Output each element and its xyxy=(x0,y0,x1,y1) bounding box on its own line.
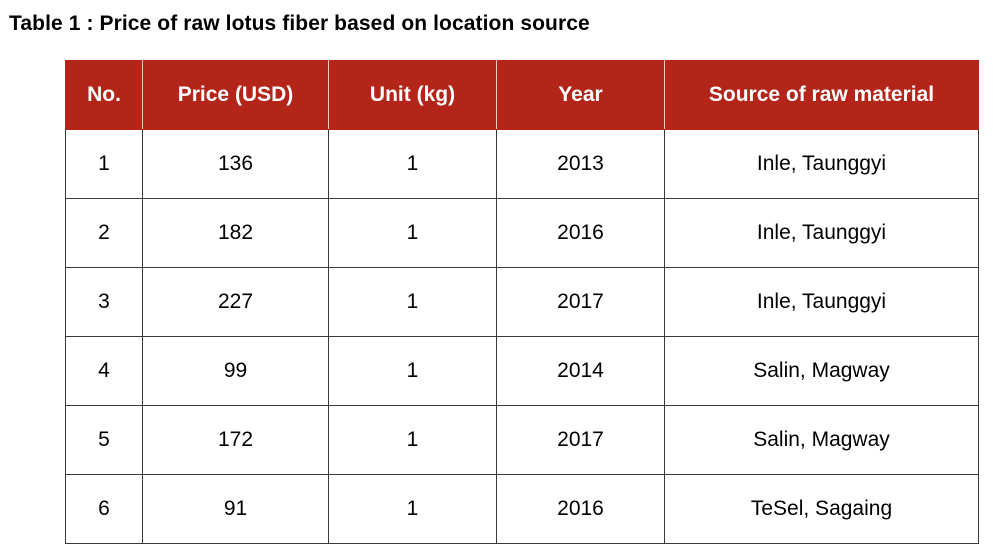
cell-price: 182 xyxy=(142,198,329,268)
cell-unit: 1 xyxy=(328,474,497,544)
cell-unit: 1 xyxy=(328,336,497,406)
cell-no: 1 xyxy=(65,129,143,199)
cell-no: 5 xyxy=(65,405,143,475)
cell-unit: 1 xyxy=(328,405,497,475)
cell-no: 6 xyxy=(65,474,143,544)
cell-price: 172 xyxy=(142,405,329,475)
cell-unit: 1 xyxy=(328,198,497,268)
cell-unit: 1 xyxy=(328,267,497,337)
cell-year: 2016 xyxy=(496,474,665,544)
cell-price: 91 xyxy=(142,474,329,544)
cell-source: Inle, Taunggyi xyxy=(664,129,979,199)
cell-source: Salin, Magway xyxy=(664,336,979,406)
table-row: 3 227 1 2017 Inle, Taunggyi xyxy=(65,267,979,337)
header-unit: Unit (kg) xyxy=(328,60,497,130)
cell-unit: 1 xyxy=(328,129,497,199)
cell-no: 3 xyxy=(65,267,143,337)
cell-price: 227 xyxy=(142,267,329,337)
cell-no: 2 xyxy=(65,198,143,268)
header-no: No. xyxy=(65,60,143,130)
table-caption: Table 1 : Price of raw lotus fiber based… xyxy=(9,12,590,35)
table-row: 1 136 1 2013 Inle, Taunggyi xyxy=(65,129,979,199)
table-row: 5 172 1 2017 Salin, Magway xyxy=(65,405,979,475)
cell-source: Inle, Taunggyi xyxy=(664,198,979,268)
price-table: No. Price (USD) Unit (kg) Year Source of… xyxy=(65,60,979,544)
header-price: Price (USD) xyxy=(142,60,329,130)
header-year: Year xyxy=(496,60,665,130)
cell-year: 2016 xyxy=(496,198,665,268)
cell-year: 2014 xyxy=(496,336,665,406)
cell-price: 99 xyxy=(142,336,329,406)
cell-source: Inle, Taunggyi xyxy=(664,267,979,337)
cell-price: 136 xyxy=(142,129,329,199)
cell-year: 2013 xyxy=(496,129,665,199)
table-row: 2 182 1 2016 Inle, Taunggyi xyxy=(65,198,979,268)
table-header-row: No. Price (USD) Unit (kg) Year Source of… xyxy=(65,60,979,130)
cell-source: TeSel, Sagaing xyxy=(664,474,979,544)
cell-no: 4 xyxy=(65,336,143,406)
cell-year: 2017 xyxy=(496,267,665,337)
cell-source: Salin, Magway xyxy=(664,405,979,475)
header-source: Source of raw material xyxy=(664,60,979,130)
table-row: 4 99 1 2014 Salin, Magway xyxy=(65,336,979,406)
cell-year: 2017 xyxy=(496,405,665,475)
table-row: 6 91 1 2016 TeSel, Sagaing xyxy=(65,474,979,544)
